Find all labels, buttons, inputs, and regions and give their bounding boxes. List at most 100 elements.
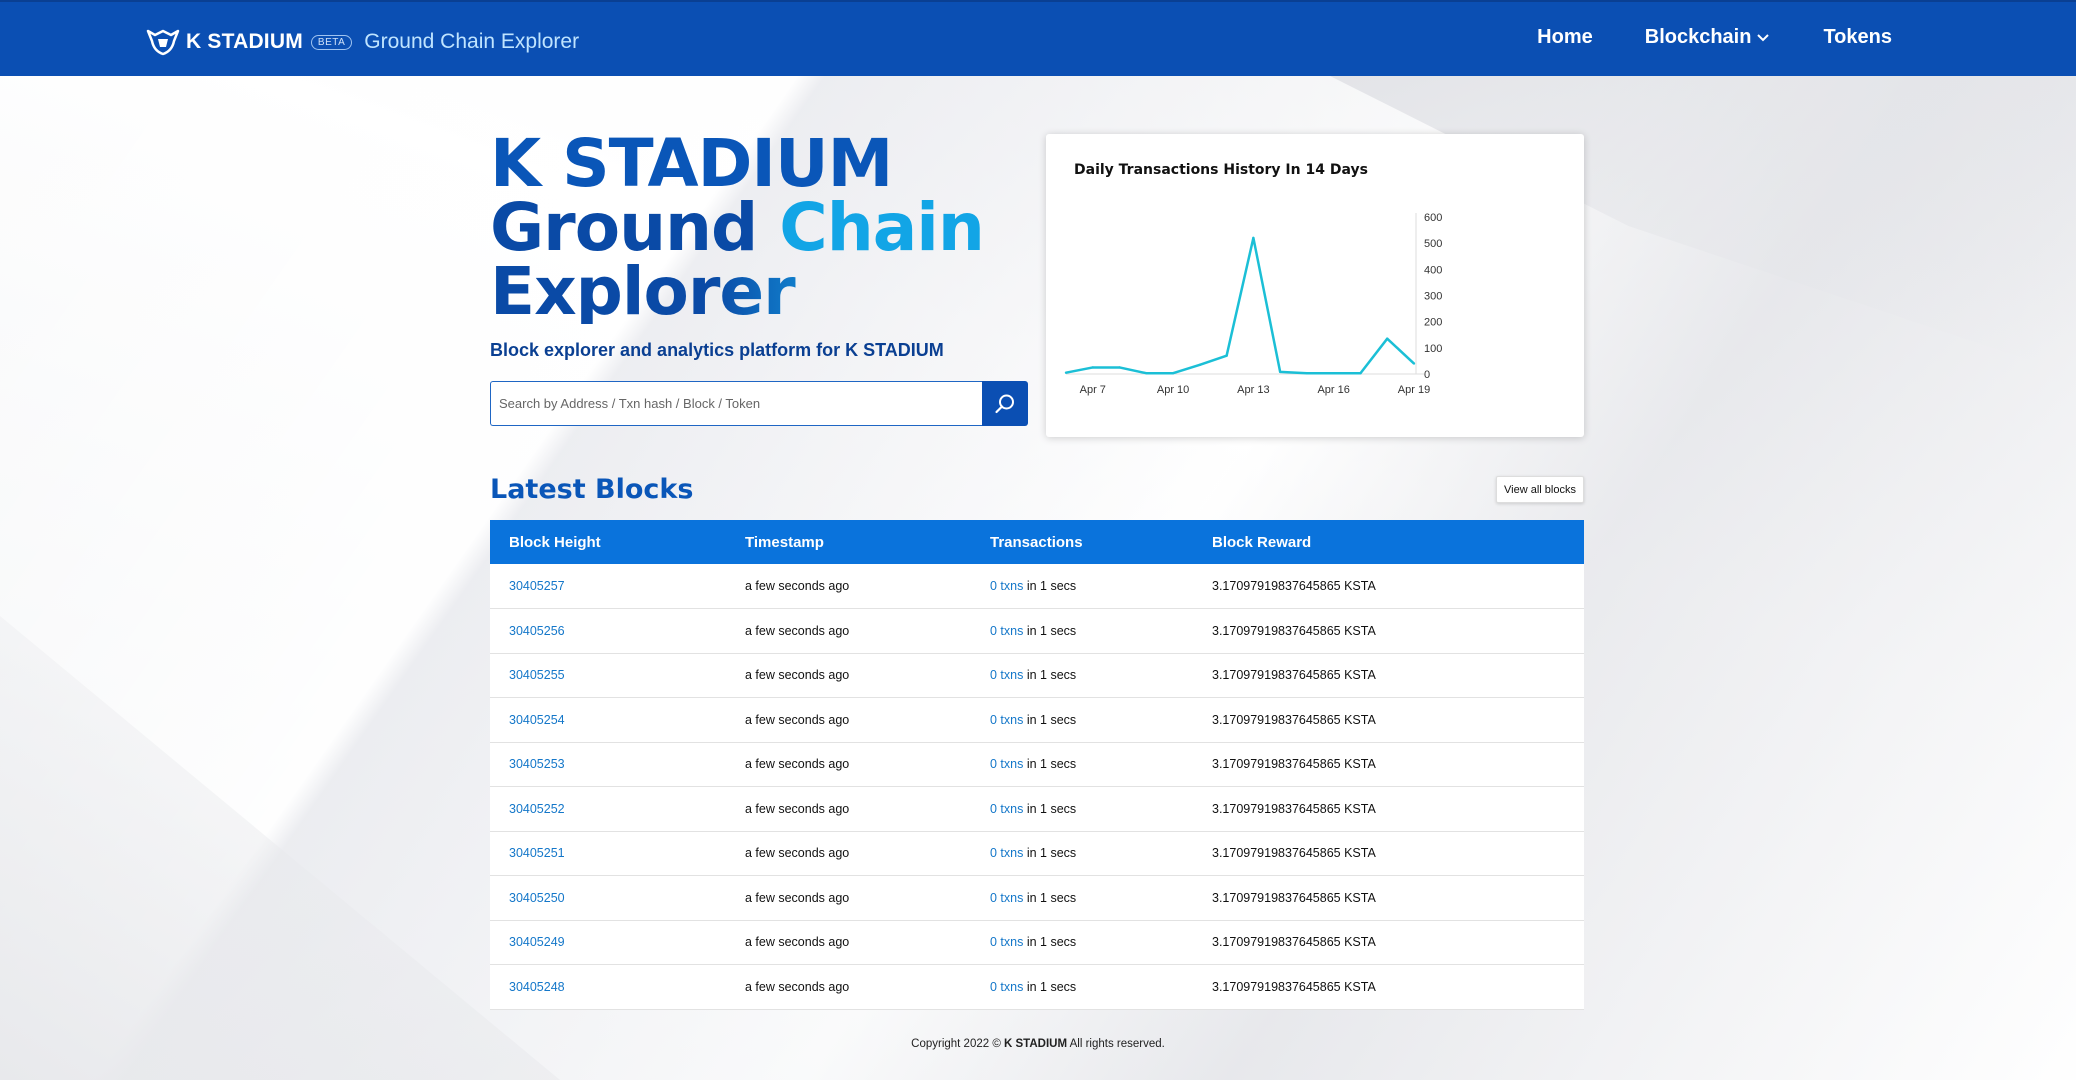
search-input[interactable] — [490, 381, 982, 426]
block-height-link[interactable]: 30405254 — [509, 712, 565, 727]
table-row: 30405249 a few seconds ago 0 txns in 1 sec… — [490, 920, 1584, 965]
txn-duration: in 1 secs — [1026, 579, 1077, 593]
table-header-row: Block Height Timestamp Transactions Bloc… — [490, 520, 1584, 564]
block-height-link[interactable]: 30405256 — [509, 623, 565, 638]
block-height-link[interactable]: 30405252 — [509, 801, 565, 816]
data-point[interactable] — [1278, 370, 1282, 374]
data-point[interactable] — [1386, 337, 1389, 340]
data-point[interactable] — [1359, 372, 1362, 375]
txns-link[interactable]: 0 txns — [990, 801, 1024, 816]
block-height-link[interactable]: 30405255 — [509, 668, 565, 683]
column-header-timestamp: Timestamp — [726, 520, 971, 564]
y-tick-label: 100 — [1424, 343, 1442, 355]
cell-block-height: 30405256 — [490, 608, 726, 654]
data-point[interactable] — [1412, 362, 1416, 365]
cell-block-height: 30405257 — [490, 564, 726, 609]
block-height-link[interactable]: 30405249 — [509, 935, 565, 950]
cell-block-reward: 3.17097919837645865 KSTA — [1193, 875, 1584, 921]
data-point[interactable] — [1252, 236, 1255, 240]
cell-timestamp: a few seconds ago — [726, 786, 971, 832]
footer-rights: All rights reserved. — [1069, 1038, 1165, 1050]
nav-blockchain[interactable]: Blockchain — [1645, 26, 1772, 49]
table-row: 30405256 a few seconds ago 0 txns in 1 sec… — [490, 608, 1584, 654]
cell-block-reward: 3.17097919837645865 KSTA — [1193, 653, 1584, 698]
cell-block-reward: 3.17097919837645865 KSTA — [1193, 742, 1584, 787]
y-tick-label: 500 — [1424, 238, 1442, 250]
block-height-link[interactable]: 30405248 — [509, 979, 565, 994]
latest-blocks-title: Latest Blocks — [490, 474, 694, 505]
cell-block-height: 30405249 — [490, 920, 726, 965]
x-tick-label: Apr 7 — [1080, 384, 1106, 396]
x-tick-label: Apr 19 — [1398, 384, 1430, 396]
cell-timestamp: a few seconds ago — [726, 831, 971, 876]
txns-link[interactable]: 0 txns — [990, 846, 1024, 861]
data-point[interactable] — [1332, 372, 1335, 375]
top-navbar: K STADIUM BETA Ground Chain Explorer Hom… — [0, 0, 2076, 76]
data-point[interactable] — [1118, 366, 1121, 369]
hero-subtitle: Block explorer and analytics platform fo… — [490, 340, 944, 360]
data-point[interactable] — [1305, 372, 1309, 375]
brand-name: K STADIUM — [186, 30, 303, 53]
table-row: 30405248 a few seconds ago 0 txns in 1 sec… — [490, 964, 1584, 1010]
cell-timestamp: a few seconds ago — [726, 920, 971, 965]
txns-link[interactable]: 0 txns — [990, 668, 1024, 683]
latest-blocks-table: Block Height Timestamp Transactions Bloc… — [490, 520, 1584, 1010]
txn-duration: in 1 secs — [1026, 757, 1077, 772]
nav-tokens[interactable]: Tokens — [1823, 26, 1892, 48]
table-row: 30405250 a few seconds ago 0 txns in 1 sec… — [490, 875, 1584, 921]
y-tick-label: 0 — [1424, 369, 1430, 381]
txn-duration: in 1 secs — [1026, 890, 1077, 905]
data-point[interactable] — [1145, 372, 1148, 375]
data-point[interactable] — [1091, 366, 1094, 369]
cell-block-reward: 3.17097919837645865 KSTA — [1193, 564, 1584, 609]
data-point[interactable] — [1171, 372, 1175, 375]
footer-brand: K STADIUM — [1004, 1038, 1068, 1050]
cell-timestamp: a few seconds ago — [726, 564, 971, 609]
main-nav: Home Blockchain Tokens — [1485, 26, 1892, 49]
view-all-blocks-button[interactable]: View all blocks — [1496, 476, 1584, 503]
txn-duration: in 1 secs — [1026, 712, 1077, 727]
block-height-link[interactable]: 30405253 — [509, 757, 565, 772]
series-line — [1065, 236, 1415, 375]
table-row: 30405251 a few seconds ago 0 txns in 1 sec… — [490, 831, 1584, 876]
cell-block-reward: 3.17097919837645865 KSTA — [1193, 786, 1584, 832]
search-icon — [995, 394, 1014, 413]
data-point[interactable] — [1198, 363, 1202, 367]
txn-duration: in 1 secs — [1026, 623, 1077, 638]
txns-link[interactable]: 0 txns — [990, 579, 1024, 593]
brand[interactable]: K STADIUM BETA Ground Chain Explorer — [146, 24, 579, 60]
txns-link[interactable]: 0 txns — [990, 623, 1024, 638]
cell-timestamp: a few seconds ago — [726, 653, 971, 698]
txns-link[interactable]: 0 txns — [990, 979, 1024, 994]
data-point[interactable] — [1064, 371, 1068, 374]
table-row: 30405253 a few seconds ago 0 txns in 1 sec… — [490, 742, 1584, 787]
cell-timestamp: a few seconds ago — [726, 964, 971, 1010]
cell-timestamp: a few seconds ago — [726, 742, 971, 787]
cell-transactions: 0 txns in 1 secs — [971, 742, 1193, 787]
txns-link[interactable]: 0 txns — [990, 890, 1024, 905]
block-height-link[interactable]: 30405257 — [509, 579, 565, 593]
txn-duration: in 1 secs — [1026, 801, 1077, 816]
txns-link[interactable]: 0 txns — [990, 712, 1024, 727]
table-row: 30405255 a few seconds ago 0 txns in 1 sec… — [490, 653, 1584, 698]
block-height-link[interactable]: 30405251 — [509, 846, 565, 861]
cell-block-height: 30405251 — [490, 831, 726, 876]
nav-home[interactable]: Home — [1537, 26, 1593, 48]
block-height-link[interactable]: 30405250 — [509, 890, 565, 905]
txns-link[interactable]: 0 txns — [990, 757, 1024, 772]
cell-transactions: 0 txns in 1 secs — [971, 697, 1193, 743]
search-button[interactable] — [982, 381, 1028, 426]
cell-timestamp: a few seconds ago — [726, 697, 971, 743]
stadium-logo-icon — [146, 29, 180, 56]
cell-block-height: 30405255 — [490, 653, 726, 698]
table-row: 30405257 a few seconds ago 0 txns in 1 sec… — [490, 564, 1584, 609]
nav-blockchain-label: Blockchain — [1644, 26, 1752, 48]
txn-duration: in 1 secs — [1026, 935, 1077, 950]
data-point[interactable] — [1225, 354, 1228, 357]
footer: Copyright 2022 © K STADIUM All rights re… — [0, 1038, 2076, 1050]
txn-duration: in 1 secs — [1026, 668, 1077, 683]
x-tick-label: Apr 10 — [1157, 384, 1189, 396]
txns-link[interactable]: 0 txns — [990, 935, 1024, 950]
cell-transactions: 0 txns in 1 secs — [971, 964, 1193, 1010]
hero-title-chain: Chain — [779, 189, 985, 266]
